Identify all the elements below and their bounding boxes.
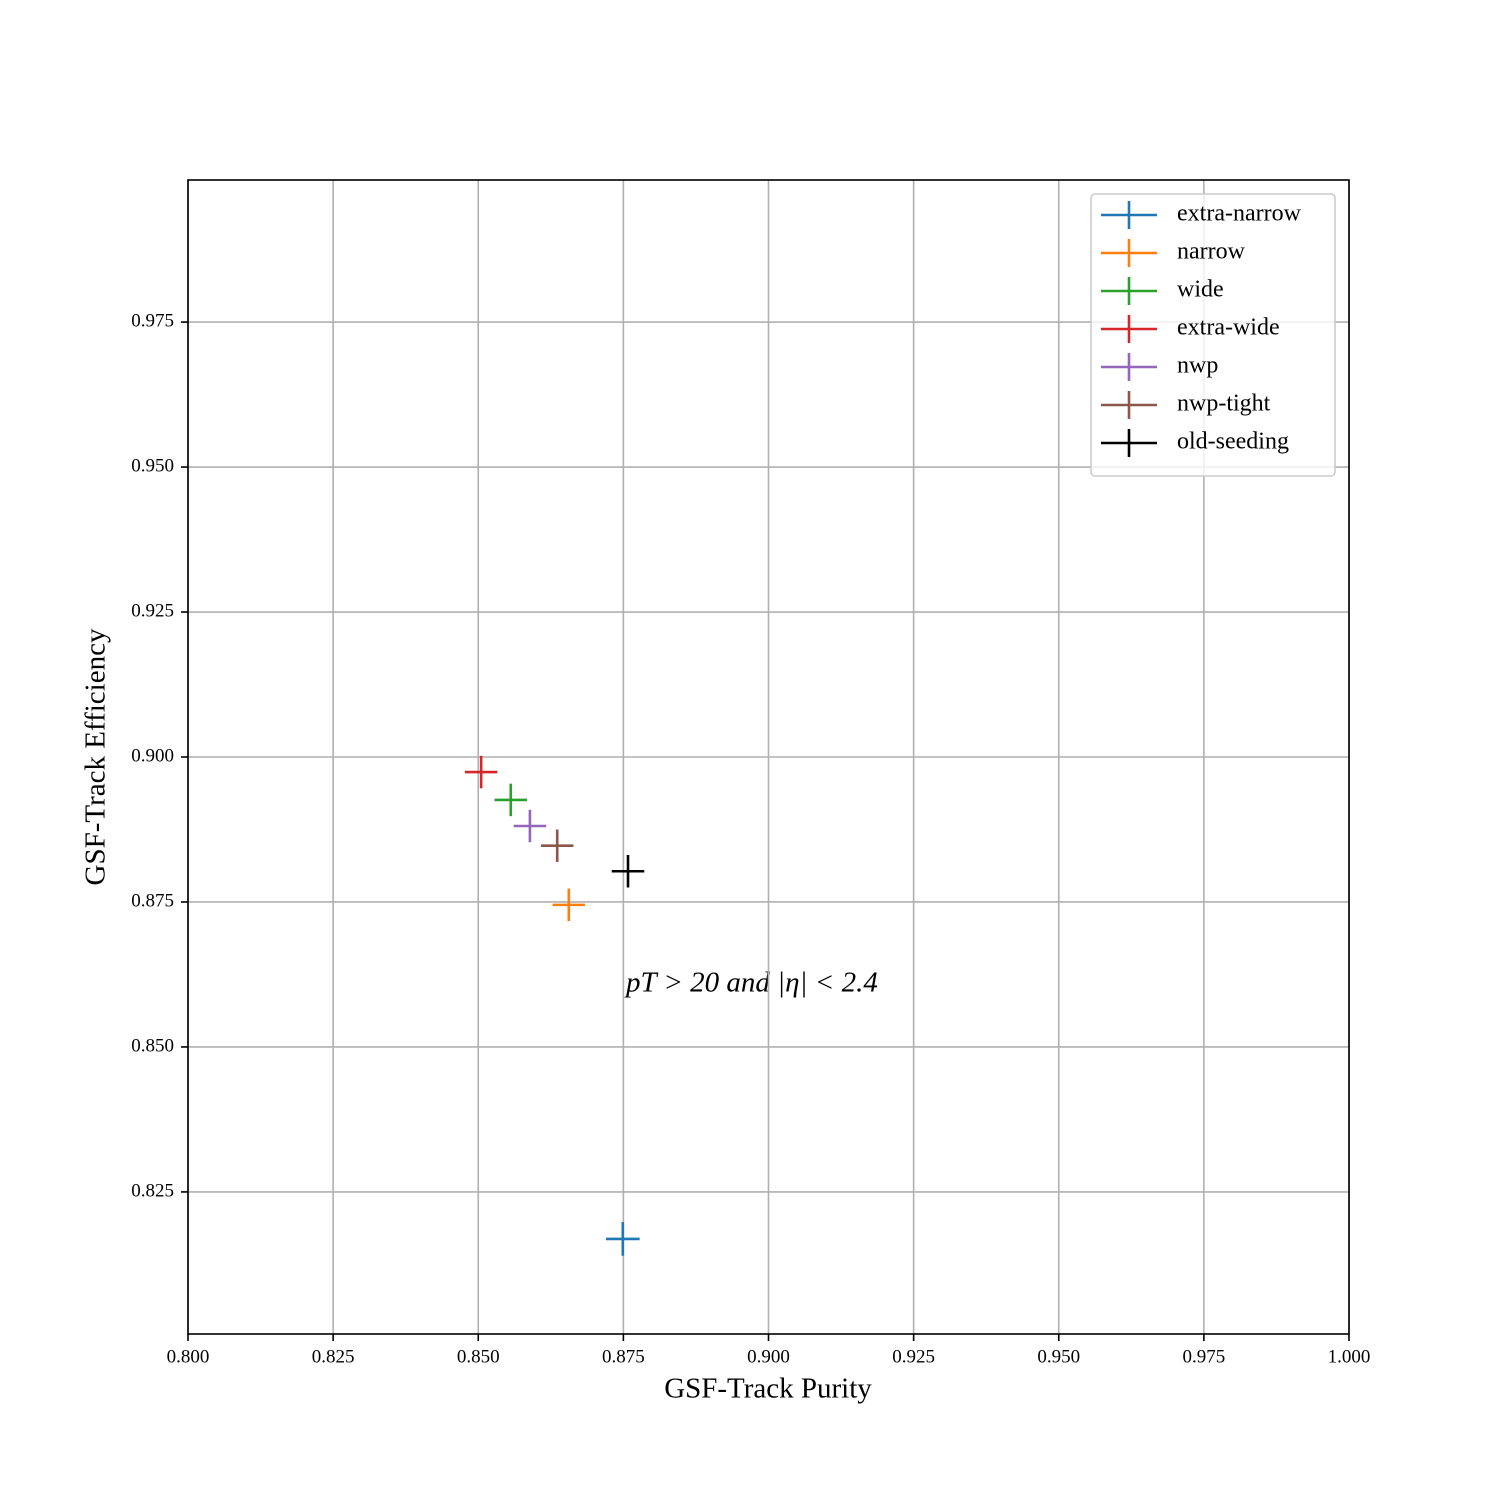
legend-label: wide — [1177, 277, 1224, 303]
y-tick-label: 0.850 — [131, 1035, 174, 1056]
y-tick-label: 0.825 — [131, 1180, 174, 1201]
legend-label: old-seeding — [1177, 429, 1289, 455]
y-tick-label: 0.900 — [131, 745, 174, 766]
x-tick-label: 0.875 — [602, 1346, 645, 1367]
x-axis-label: GSF-Track Purity — [664, 1373, 872, 1405]
x-tick-label: 1.000 — [1328, 1346, 1371, 1367]
y-tick-label: 0.925 — [131, 600, 174, 621]
plot-frame — [187, 179, 1350, 1335]
x-tick-label: 0.800 — [167, 1346, 210, 1367]
x-tick-label: 0.975 — [1183, 1346, 1226, 1367]
y-tick-label: 0.875 — [131, 890, 174, 911]
x-tick-label: 0.825 — [312, 1346, 355, 1367]
y-tick-label: 0.950 — [131, 455, 174, 476]
legend-label: nwp-tight — [1177, 391, 1271, 417]
x-tick-label: 0.925 — [892, 1346, 935, 1367]
y-axis-label: GSF-Track Efficiency — [80, 628, 112, 885]
x-tick-label: 0.900 — [747, 1346, 790, 1367]
legend-label: nwp — [1177, 353, 1218, 379]
legend-label: extra-wide — [1177, 315, 1280, 341]
x-tick-label: 0.950 — [1037, 1346, 1080, 1367]
x-tick-label: 0.850 — [457, 1346, 500, 1367]
y-tick-label: 0.975 — [131, 310, 174, 331]
legend-label: extra-narrow — [1177, 201, 1302, 227]
legend-label: narrow — [1177, 239, 1246, 265]
annotation: pT > 20 and |η| < 2.4 — [624, 967, 878, 999]
